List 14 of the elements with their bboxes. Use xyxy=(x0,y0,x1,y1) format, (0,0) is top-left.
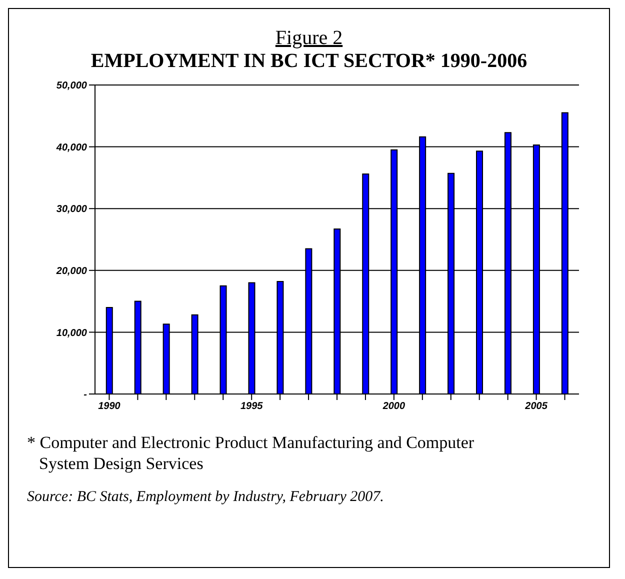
text: * Computer and Electronic Product Manufacturing and Computer System Design Services xyxy=(27,432,476,474)
y-tick-label: - xyxy=(84,390,88,401)
chart-title: Figure 2 xyxy=(274,27,344,50)
y-tick-label: 50,000 xyxy=(56,80,88,92)
x-tick-label: 2000 xyxy=(382,401,406,412)
x-tick-label: 1990 xyxy=(98,401,121,412)
y-tick-label: 10,000 xyxy=(56,328,88,339)
y-tick-label: 20,000 xyxy=(55,266,88,277)
chart-subtitle: EMPLOYMENT IN BC ICT SECTOR* 1990-2006 xyxy=(90,50,528,73)
y-tick-label: 30,000 xyxy=(56,204,88,216)
y-tick-label: 40,000 xyxy=(55,142,88,154)
source-note: Source: BC Stats, Employment by Industry, February 2007. xyxy=(27,488,385,506)
x-tick-label: 1995 xyxy=(240,401,264,412)
x-tick-label: 2005 xyxy=(524,401,548,412)
